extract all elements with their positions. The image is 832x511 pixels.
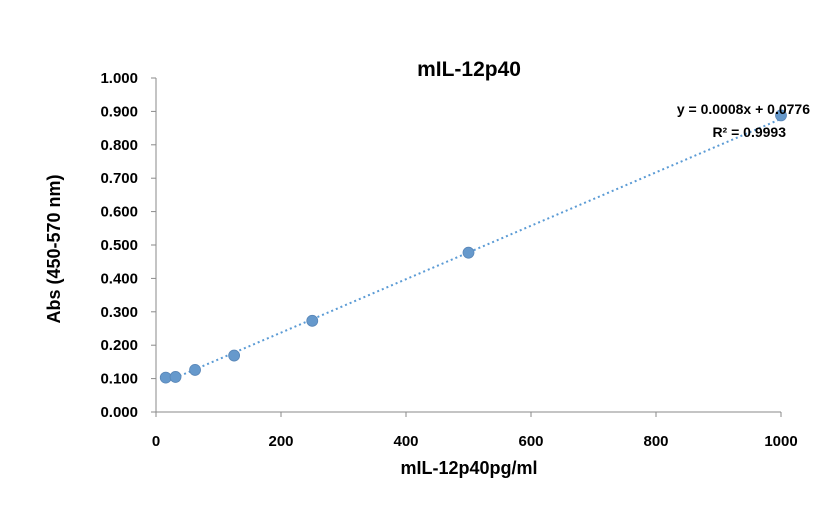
x-tick-label: 200 <box>268 433 293 450</box>
x-tick-label: 1000 <box>764 433 797 450</box>
y-tick-label: 0.800 <box>100 137 138 154</box>
y-tick-label: 0.200 <box>100 337 138 354</box>
data-point <box>228 349 241 362</box>
y-tick-label: 0.900 <box>100 103 138 120</box>
data-points <box>159 109 787 384</box>
x-tick-label: 0 <box>152 433 160 450</box>
chart-title: mIL-12p40 <box>417 58 521 81</box>
y-tick-label: 0.500 <box>100 237 138 254</box>
trendline-line <box>165 117 782 383</box>
trendline-r-squared: R² = 0.9993 <box>712 124 786 140</box>
x-axis: 0 200 400 600 800 1000 <box>152 411 798 450</box>
data-point <box>775 109 787 122</box>
x-tick-label: 400 <box>393 433 418 450</box>
trendline <box>165 117 782 383</box>
y-axis-title: Abs (450-570 nm) <box>44 174 64 323</box>
y-tick-label: 0.300 <box>100 304 138 321</box>
x-axis-title: mIL-12p40pg/ml <box>400 458 537 478</box>
data-point <box>159 371 172 384</box>
data-point <box>189 364 201 376</box>
y-tick-label: 0.600 <box>100 204 138 221</box>
data-point <box>306 314 319 327</box>
x-tick-label: 600 <box>518 433 543 450</box>
y-tick-label: 1.000 <box>100 70 138 87</box>
data-point <box>169 371 182 383</box>
x-tick-label: 800 <box>643 433 668 450</box>
trendline-equation: y = 0.0008x + 0.0776 <box>677 101 810 117</box>
data-point <box>462 246 475 259</box>
y-tick-label: 0.000 <box>100 404 138 421</box>
y-tick-label: 0.400 <box>100 270 138 287</box>
y-axis: 0.000 0.100 0.200 0.300 0.400 0.500 0.600 0.700… <box>100 70 157 421</box>
y-tick-label: 0.100 <box>100 371 138 388</box>
y-tick-label: 0.700 <box>100 170 138 187</box>
